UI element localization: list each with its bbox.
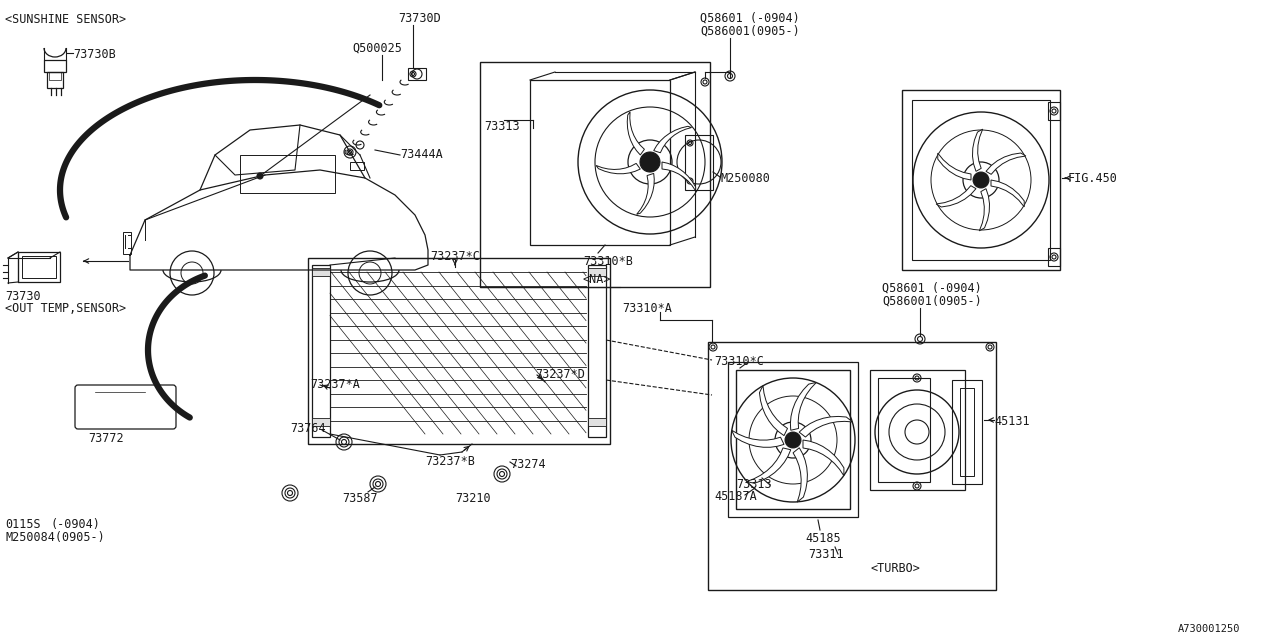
Bar — [22, 256, 56, 278]
Polygon shape — [986, 153, 1025, 174]
Text: <TURBO>: <TURBO> — [870, 562, 920, 575]
Text: A730001250: A730001250 — [1178, 624, 1240, 634]
Circle shape — [640, 152, 660, 172]
Bar — [588, 268, 605, 276]
Text: 73587: 73587 — [342, 492, 378, 505]
Text: 73310*C: 73310*C — [714, 355, 764, 368]
Bar — [47, 72, 63, 88]
Text: 73237*A: 73237*A — [310, 378, 360, 391]
Bar — [952, 380, 982, 484]
Polygon shape — [636, 173, 654, 214]
Polygon shape — [799, 417, 852, 437]
Polygon shape — [654, 126, 691, 153]
Bar — [902, 90, 1060, 270]
Bar — [728, 362, 858, 517]
Text: 73237*D: 73237*D — [535, 368, 585, 381]
Polygon shape — [790, 382, 817, 430]
Text: 73313: 73313 — [736, 478, 772, 491]
Circle shape — [973, 172, 989, 188]
Text: 73444A: 73444A — [401, 148, 443, 161]
Text: Q58601 (-0904): Q58601 (-0904) — [700, 12, 800, 25]
Polygon shape — [979, 189, 989, 231]
Bar — [530, 80, 669, 245]
Bar — [308, 258, 611, 444]
Text: 73237*B: 73237*B — [425, 455, 475, 468]
Bar — [123, 232, 131, 254]
Text: 0115S: 0115S — [5, 518, 41, 531]
Text: 73730D: 73730D — [398, 12, 440, 25]
Bar — [708, 342, 996, 590]
Circle shape — [785, 432, 801, 448]
Bar — [312, 418, 330, 426]
Text: 73237*C: 73237*C — [430, 250, 480, 263]
Bar — [588, 418, 605, 426]
Circle shape — [257, 173, 262, 179]
Polygon shape — [596, 163, 640, 173]
Text: M250080: M250080 — [721, 172, 769, 185]
Text: Q58601 (-0904): Q58601 (-0904) — [882, 282, 982, 295]
Bar — [870, 370, 965, 490]
Bar — [1048, 248, 1060, 266]
Polygon shape — [627, 112, 644, 155]
Text: Q586001(0905-): Q586001(0905-) — [700, 25, 800, 38]
Text: 73310*B: 73310*B — [582, 255, 632, 268]
Polygon shape — [991, 180, 1024, 207]
Bar — [18, 252, 60, 282]
Text: 45185: 45185 — [805, 532, 841, 545]
Polygon shape — [973, 129, 983, 172]
Text: (-0904): (-0904) — [50, 518, 100, 531]
Text: 45131: 45131 — [995, 415, 1029, 428]
Text: Q586001(0905-): Q586001(0905-) — [882, 295, 982, 308]
Bar — [49, 72, 61, 80]
Polygon shape — [746, 448, 791, 483]
Polygon shape — [938, 153, 972, 180]
Bar — [685, 135, 713, 190]
Polygon shape — [759, 385, 787, 436]
Bar — [1048, 102, 1060, 120]
Text: 45187A: 45187A — [714, 490, 756, 503]
Bar — [878, 378, 931, 482]
Text: M250084(0905-): M250084(0905-) — [5, 531, 105, 544]
Polygon shape — [794, 448, 808, 502]
Text: <NA>: <NA> — [582, 273, 611, 286]
Text: <OUT TEMP,SENSOR>: <OUT TEMP,SENSOR> — [5, 302, 127, 315]
Polygon shape — [936, 186, 977, 207]
Bar — [913, 100, 1050, 260]
Bar — [312, 268, 330, 276]
Text: 73311: 73311 — [808, 548, 844, 561]
Text: 73310*A: 73310*A — [622, 302, 672, 315]
Text: Q500025: Q500025 — [352, 42, 402, 55]
Bar — [588, 265, 605, 437]
Text: 73730B: 73730B — [73, 48, 115, 61]
Bar — [736, 370, 850, 509]
Bar — [408, 68, 426, 80]
Bar — [960, 388, 974, 476]
Text: 73274: 73274 — [509, 458, 545, 471]
Text: <SUNSHINE SENSOR>: <SUNSHINE SENSOR> — [5, 13, 127, 26]
Bar — [241, 155, 335, 193]
Polygon shape — [732, 430, 785, 447]
Polygon shape — [662, 162, 695, 191]
Text: 73772: 73772 — [88, 432, 124, 445]
Text: 73730: 73730 — [5, 290, 41, 303]
Polygon shape — [803, 440, 844, 476]
Bar — [480, 62, 710, 287]
Text: 73764: 73764 — [291, 422, 325, 435]
Text: 73210: 73210 — [454, 492, 490, 505]
Text: FIG.450: FIG.450 — [1068, 172, 1117, 185]
Bar — [44, 60, 67, 72]
Bar — [349, 162, 364, 170]
Bar — [312, 265, 330, 437]
Text: 73313: 73313 — [484, 120, 520, 133]
